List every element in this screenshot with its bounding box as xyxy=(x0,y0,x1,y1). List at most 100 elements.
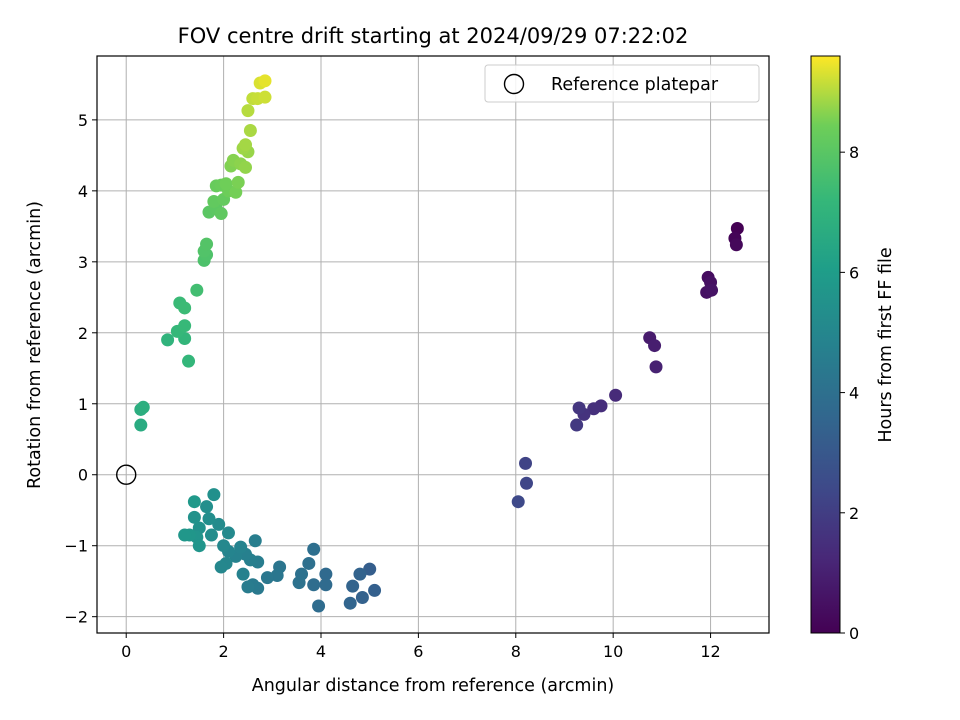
y-tick-label: 2 xyxy=(78,324,88,343)
y-tick-label: −1 xyxy=(64,537,88,556)
chart-title: FOV centre drift starting at 2024/09/29 … xyxy=(178,24,689,48)
data-point xyxy=(241,580,255,594)
data-point xyxy=(649,360,663,374)
data-point xyxy=(292,576,306,590)
data-point xyxy=(234,540,248,554)
legend-reference-marker xyxy=(503,73,525,95)
data-point xyxy=(258,90,272,104)
x-tick-label: 12 xyxy=(700,642,720,661)
colorbar-ticks: 0 2 4 6 8 xyxy=(840,143,859,643)
y-tick-label: 4 xyxy=(78,182,88,201)
data-point xyxy=(270,569,284,583)
colorbar-tick-label: 6 xyxy=(849,263,859,282)
data-point xyxy=(258,74,272,88)
data-point xyxy=(236,567,250,581)
data-point xyxy=(363,562,377,576)
y-tick-label: 3 xyxy=(78,253,88,272)
data-point xyxy=(241,104,255,118)
colorbar-tick-label: 4 xyxy=(849,384,859,403)
x-axis-title: Angular distance from reference (arcmin) xyxy=(252,676,615,696)
data-point xyxy=(302,556,316,570)
plot-frame xyxy=(96,55,770,634)
data-point xyxy=(648,339,662,353)
data-point xyxy=(136,400,150,414)
data-point xyxy=(217,539,231,553)
x-tick-label: 4 xyxy=(316,642,326,661)
colorbar-tick-label: 8 xyxy=(849,143,859,162)
x-tick-label: 0 xyxy=(121,642,131,661)
data-point xyxy=(187,495,201,509)
colorbar: 0 2 4 6 8 Hours from first FF file xyxy=(810,55,896,643)
legend-entry-label: Reference platepar xyxy=(551,75,719,95)
data-point xyxy=(353,567,367,581)
data-point xyxy=(511,495,525,509)
y-tick-label: 1 xyxy=(78,395,88,414)
data-point xyxy=(343,596,357,610)
data-point xyxy=(239,138,253,152)
data-point xyxy=(307,578,321,592)
data-point xyxy=(187,510,201,524)
data-point xyxy=(214,207,228,221)
data-point xyxy=(572,401,586,415)
data-points xyxy=(134,74,744,613)
legend: Reference platepar xyxy=(484,64,760,103)
data-point xyxy=(587,402,601,416)
data-point xyxy=(239,160,253,174)
data-point xyxy=(212,517,226,531)
y-axis-title: Rotation from reference (arcmin) xyxy=(25,201,45,489)
data-point xyxy=(243,124,257,138)
data-point xyxy=(192,539,206,553)
data-point xyxy=(705,283,719,297)
data-point xyxy=(207,194,221,208)
colorbar-tick-label: 2 xyxy=(849,504,859,523)
data-point xyxy=(730,221,744,235)
data-point xyxy=(202,512,216,526)
data-point xyxy=(319,567,333,581)
colorbar-tick-label: 0 xyxy=(849,624,859,643)
colorbar-gradient xyxy=(810,55,841,634)
y-tick-label: 0 xyxy=(78,466,88,485)
data-point xyxy=(200,500,214,514)
data-point xyxy=(729,238,743,252)
data-point xyxy=(609,388,623,402)
data-point xyxy=(519,456,533,470)
data-point xyxy=(231,175,245,189)
data-point xyxy=(307,542,321,556)
data-point xyxy=(229,185,243,199)
reference-marker xyxy=(116,464,137,485)
data-point xyxy=(355,591,369,605)
data-point xyxy=(178,319,192,333)
y-tick-label: 5 xyxy=(78,111,88,130)
data-point xyxy=(368,583,382,597)
data-point xyxy=(219,177,233,191)
data-point xyxy=(204,528,218,542)
legend-box xyxy=(484,64,760,103)
x-axis: 0 2 4 6 8 10 12 xyxy=(121,633,721,661)
grid xyxy=(97,56,769,633)
data-point xyxy=(260,571,274,585)
y-tick-label: −2 xyxy=(64,608,88,627)
data-point xyxy=(200,237,214,251)
x-tick-label: 8 xyxy=(511,642,521,661)
y-axis: −2 −1 0 1 2 3 4 5 xyxy=(64,111,97,627)
data-point xyxy=(346,579,360,593)
data-point xyxy=(190,283,204,297)
data-point xyxy=(207,488,221,502)
data-point xyxy=(178,301,192,315)
colorbar-title: Hours from first FF file xyxy=(876,247,896,442)
data-point xyxy=(214,560,228,574)
data-point xyxy=(248,534,262,548)
data-point xyxy=(221,526,235,540)
data-point xyxy=(519,476,533,490)
data-point xyxy=(312,599,326,613)
data-point xyxy=(182,354,196,368)
data-point xyxy=(161,333,175,347)
data-point xyxy=(134,418,148,432)
x-tick-label: 6 xyxy=(413,642,423,661)
x-tick-label: 10 xyxy=(603,642,623,661)
data-point xyxy=(319,578,333,592)
data-point xyxy=(570,418,584,432)
x-tick-label: 2 xyxy=(219,642,229,661)
